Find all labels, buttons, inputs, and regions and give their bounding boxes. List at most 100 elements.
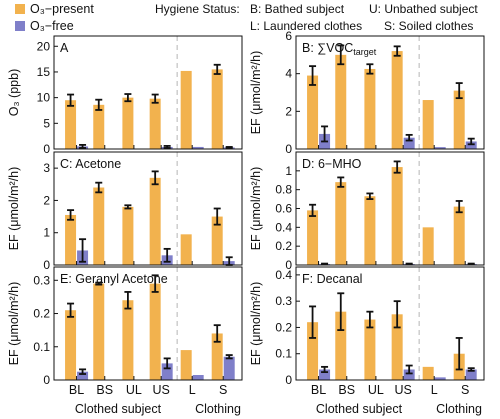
bar-o3-free-us: [161, 363, 173, 380]
y-tick-label: 2: [43, 193, 50, 207]
bar-o3-present-ul: [122, 97, 134, 149]
y-tick-label: 5: [43, 116, 50, 130]
panel-title: E: Geranyl Acetone: [60, 272, 168, 286]
panel-title: A: [60, 41, 69, 55]
bar-o3-present-l: [180, 70, 192, 149]
bar-o3-free-l: [192, 146, 204, 149]
bar-o3-present-l: [422, 366, 434, 380]
bar-o3-free-l: [192, 375, 204, 380]
y-tick-label: 2: [285, 104, 292, 118]
y-axis-label: EF (μmol/m²/h): [249, 167, 263, 251]
x-tick-label-us: US: [152, 383, 169, 397]
bar-o3-present-us: [391, 51, 403, 149]
y-tick-label: 0.4: [275, 268, 292, 282]
bar-o3-present-us: [391, 167, 403, 265]
panel-d: 0 0.2 0.4 0.6 0.8 1 EF (μmol/m²/h) D: 6−MHO: [249, 151, 485, 272]
y-tick-label: 0.2: [275, 320, 292, 334]
bar-o3-free-us: [403, 137, 415, 149]
panel-a: 0 5 10 15 20 O₃ (ppb) A: [7, 35, 243, 156]
y-axis-label: EF (μmol/m²/h): [249, 51, 263, 135]
y-tick-label: 1: [43, 226, 50, 240]
legend-swatch-o3-free: [15, 21, 25, 31]
y-tick-label: 3: [43, 161, 50, 175]
y-tick-label: 0.2: [33, 307, 50, 321]
bar-o3-present-s: [453, 90, 465, 149]
bar-o3-present-bl: [307, 322, 319, 380]
bar-o3-free-bl: [77, 371, 89, 380]
bar-o3-present-ul: [364, 196, 376, 265]
bar-o3-present-s: [211, 69, 223, 149]
y-axis-label: O₃ (ppb): [7, 69, 21, 116]
y-tick-label: 0: [285, 142, 292, 156]
bar-o3-present-bs: [93, 187, 105, 265]
panel-frame: [53, 151, 243, 266]
legend: O₃−present O₃−free Hygiene Status: B: Ba…: [15, 2, 478, 33]
bar-o3-present-bs: [335, 182, 347, 265]
panel-e: 0 0.1 0.2 0.3 BL BS UL US L S EF (μmol/m²/h) E: Ger…: [7, 266, 243, 397]
y-tick-label: 0.4: [275, 220, 292, 234]
panel-f: 0 0.1 0.2 0.3 0.4 BL BS UL US L S EF (μmol/m²/h) F: …: [249, 266, 485, 397]
bar-o3-present-bl: [65, 310, 77, 380]
y-tick-label: 0: [43, 373, 50, 387]
bar-o3-present-us: [149, 283, 161, 380]
x-tick-label-l: L: [431, 383, 438, 397]
panel-frame: [295, 35, 485, 150]
bar-o3-free-l: [434, 377, 446, 380]
bar-o3-free-l: [434, 147, 446, 149]
hygiene-u-label: U: Unbathed subject: [369, 2, 478, 16]
y-tick-label: 1: [285, 164, 292, 178]
y-tick-label: 0.3: [275, 294, 292, 308]
panel-frame: [295, 266, 485, 381]
bar-o3-present-bs: [335, 54, 347, 150]
panel-c: 0 1 2 3 EF (μmol/m²/h) C: Acetone: [7, 151, 243, 272]
bar-o3-present-s: [453, 206, 465, 265]
y-tick-label: 0: [285, 373, 292, 387]
bar-o3-present-us: [149, 177, 161, 265]
panel-frame: [53, 266, 243, 381]
x-axis-labels: Clothed subject Clothing Clothed subject…: [75, 402, 482, 416]
legend-label-o3-free: O₃−free: [30, 19, 74, 33]
x-tick-label-s: S: [219, 383, 227, 397]
y-axis-label: EF (μmol/m²/h): [7, 167, 21, 251]
bar-o3-present-bl: [65, 100, 77, 149]
bar-o3-present-l: [422, 100, 434, 149]
bar-o3-present-us: [149, 98, 161, 149]
x-group-clothing-left: Clothing: [195, 402, 241, 416]
bar-o3-present-us: [391, 314, 403, 380]
panel-title: F: Decanal: [302, 272, 362, 286]
bar-o3-present-ul: [364, 68, 376, 149]
x-group-clothed-subject-right: Clothed subject: [316, 402, 403, 416]
bar-o3-free-s: [465, 141, 477, 149]
panel-title: D: 6−MHO: [302, 157, 362, 171]
bar-o3-present-ul: [364, 319, 376, 380]
bar-o3-free-s: [465, 369, 477, 380]
y-axis-label: EF (μmol/m²/h): [7, 282, 21, 366]
x-tick-label-ul: UL: [368, 383, 384, 397]
bar-o3-present-s: [211, 216, 223, 265]
y-axis-label: EF (μmol/m²/h): [249, 282, 263, 366]
hygiene-status-title: Hygiene Status:: [155, 2, 240, 16]
y-tick-label: 0.1: [33, 340, 50, 354]
bar-o3-present-bs: [93, 104, 105, 149]
bar-o3-present-bl: [307, 210, 319, 265]
y-tick-label: 15: [37, 65, 51, 79]
x-tick-label-bl: BL: [311, 383, 326, 397]
bar-o3-present-s: [211, 333, 223, 380]
bar-o3-present-l: [422, 227, 434, 265]
legend-swatch-o3-present: [15, 4, 25, 14]
y-tick-label: 0.2: [275, 239, 292, 253]
x-tick-label-bs: BS: [338, 383, 355, 397]
y-tick-label: 0.1: [275, 347, 292, 361]
y-tick-label: 0.6: [275, 202, 292, 216]
y-tick-label: 10: [37, 91, 51, 105]
x-tick-label-bs: BS: [96, 383, 113, 397]
y-tick-label: 0.8: [275, 183, 292, 197]
bar-o3-present-l: [180, 234, 192, 265]
panel-b: 0 2 4 6 EF (μmol/m²/h) B: ∑VOCtarget: [249, 29, 485, 156]
x-tick-label-l: L: [189, 383, 196, 397]
y-tick-label: 0: [285, 258, 292, 272]
bar-o3-present-ul: [122, 300, 134, 380]
x-tick-label-us: US: [394, 383, 411, 397]
